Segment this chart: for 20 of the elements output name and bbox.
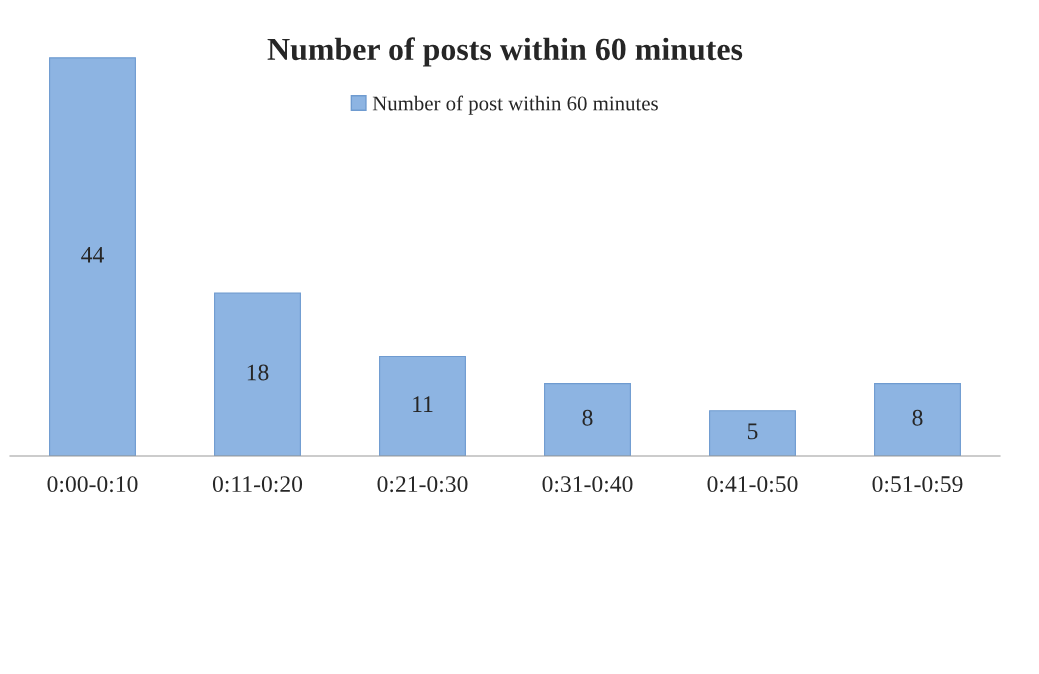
- x-tick-label: 0:00-0:10: [47, 476, 138, 493]
- bar: [379, 355, 466, 456]
- bar: [544, 383, 631, 456]
- bar: [709, 410, 796, 456]
- x-tick-label: 0:21-0:30: [377, 476, 468, 493]
- x-tick-label: 0:41-0:50: [707, 476, 798, 493]
- bar: [49, 57, 136, 456]
- bar: [214, 292, 301, 456]
- data-label: 5: [747, 423, 758, 440]
- data-label: 11: [413, 396, 433, 412]
- data-label: 44: [81, 247, 104, 263]
- data-label: 8: [582, 409, 593, 426]
- legend-label: Number of post within 60 minutes: [372, 95, 658, 115]
- data-label: 8: [912, 409, 923, 426]
- x-tick-label: 0:31-0:40: [542, 476, 633, 493]
- chart-title: Number of posts within 60 minutes: [267, 37, 743, 67]
- x-tick-label: 0:11-0:20: [212, 476, 303, 493]
- data-label: 18: [247, 364, 269, 381]
- bar: [874, 383, 961, 456]
- x-tick-label: 0:51-0:59: [872, 476, 963, 493]
